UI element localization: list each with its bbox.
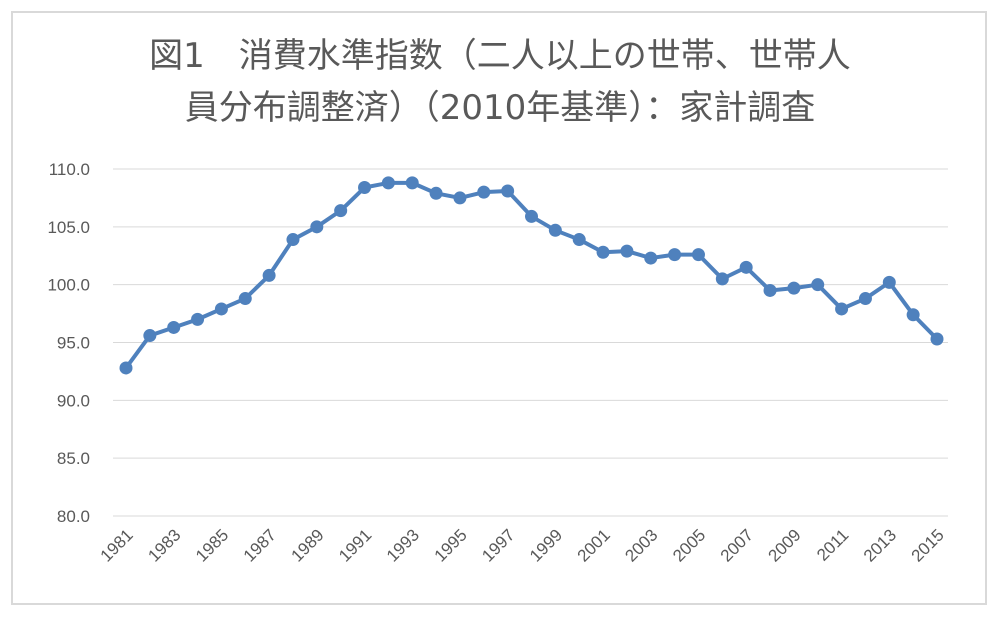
data-point: [811, 278, 825, 292]
data-point: [238, 292, 252, 306]
data-point: [214, 302, 228, 316]
y-tick-label: 95.0: [57, 334, 90, 353]
y-tick-label: 110.0: [49, 160, 90, 179]
data-point: [453, 191, 467, 205]
series: [119, 176, 944, 375]
y-axis-tick-labels: 80.0 85.0 90.0 95.0 100.0 105.0 110.0: [47, 160, 90, 526]
data-point: [501, 184, 515, 198]
data-point: [763, 283, 777, 297]
x-tick-label: 2007: [717, 525, 757, 565]
data-point: [286, 233, 300, 247]
data-point: [882, 275, 896, 289]
data-point: [191, 312, 205, 326]
data-point: [548, 223, 562, 237]
x-tick-label: 1995: [431, 525, 471, 565]
data-point: [429, 186, 443, 200]
data-point: [310, 220, 324, 234]
data-point: [715, 272, 729, 286]
y-tick-label: 100.0: [47, 276, 90, 295]
y-tick-label: 90.0: [57, 391, 90, 410]
x-tick-label: 1987: [240, 525, 280, 565]
x-tick-label: 2009: [765, 525, 805, 565]
data-point: [358, 181, 372, 195]
y-tick-label: 80.0: [57, 507, 90, 526]
chart-frame: [11, 11, 987, 605]
x-tick-label: 1997: [478, 525, 518, 565]
x-tick-label: 2013: [860, 525, 900, 565]
data-point: [167, 320, 181, 334]
data-point: [787, 281, 801, 295]
data-point: [596, 245, 610, 259]
x-tick-label: 2011: [813, 525, 852, 564]
data-point: [739, 260, 753, 274]
data-point: [381, 176, 395, 190]
data-point: [835, 302, 849, 316]
data-point: [405, 176, 419, 190]
data-point: [477, 185, 491, 199]
x-tick-label: 1991: [335, 525, 375, 565]
y-tick-label: 85.0: [57, 449, 90, 468]
data-point: [525, 209, 538, 223]
x-tick-label: 2015: [908, 525, 948, 565]
data-point: [620, 244, 634, 258]
data-point: [572, 233, 586, 247]
x-tick-label: 2003: [621, 525, 661, 565]
data-point: [119, 361, 133, 375]
x-tick-label: 1985: [192, 525, 232, 565]
data-point: [334, 204, 348, 218]
data-point: [668, 248, 682, 262]
x-tick-label: 2005: [669, 525, 709, 565]
x-tick-label: 2001: [574, 525, 614, 565]
data-point: [858, 292, 872, 306]
x-tick-label: 1983: [144, 525, 184, 565]
x-tick-label: 1993: [383, 525, 423, 565]
chart-title: 図1 消費水準指数（二人以上の世帯、世帯人 員分布調整済）（2010年基準）：家…: [149, 36, 851, 128]
data-point: [644, 251, 658, 265]
data-point: [143, 329, 157, 343]
x-tick-label: 1999: [526, 525, 566, 565]
data-point: [906, 308, 920, 322]
data-point: [691, 248, 705, 262]
data-point: [262, 268, 276, 282]
data-point: [930, 332, 944, 346]
x-tick-label: 1989: [287, 525, 327, 565]
x-axis-tick-labels: 1981 1983 1985 1987 1989 1991 1993 1995 1997 1999…: [97, 525, 948, 565]
y-tick-label: 105.0: [47, 218, 90, 237]
x-tick-label: 1981: [97, 525, 137, 565]
